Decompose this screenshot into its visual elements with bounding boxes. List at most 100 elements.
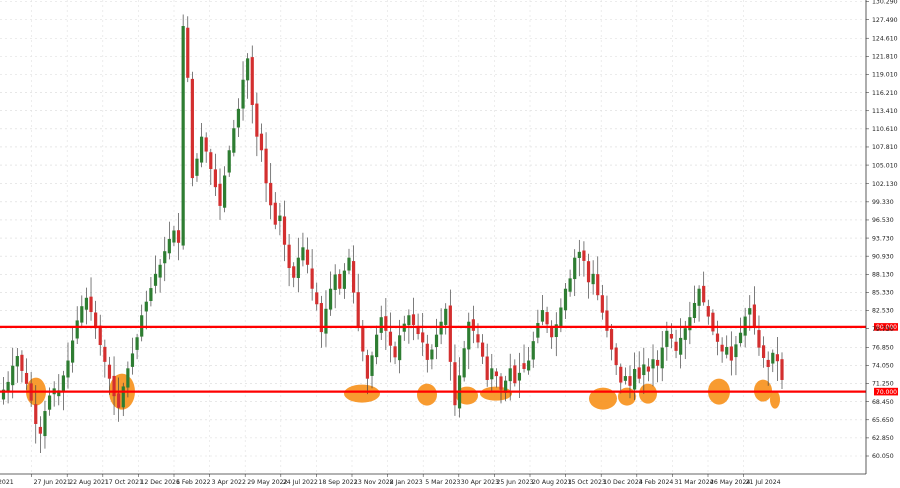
x-tick-label: 20 Aug 2023	[532, 479, 572, 486]
level-price-label: 80.000	[876, 324, 897, 331]
candle-body	[591, 273, 595, 285]
x-tick-label: 21 Jul 2024	[746, 479, 781, 486]
level-price-tag	[874, 387, 898, 396]
candle-body	[296, 257, 300, 278]
candle-body	[130, 353, 135, 367]
candle-body	[158, 264, 162, 278]
candle-body	[421, 332, 425, 343]
candle-body	[407, 315, 411, 326]
candle-body	[333, 274, 337, 290]
x-tick-label: 2021	[0, 479, 14, 486]
candle-body	[651, 359, 655, 369]
candle-body	[490, 368, 494, 380]
candle-body	[586, 261, 591, 283]
candle-body	[356, 292, 360, 327]
y-tick-label: 68.450	[872, 399, 894, 406]
y-tick-label: 62.850	[872, 435, 894, 442]
candle-body	[646, 366, 651, 372]
candle-body	[697, 288, 701, 306]
candle-body	[517, 372, 522, 381]
candle-body	[6, 381, 10, 392]
candle-body	[89, 296, 93, 313]
candle-body	[480, 342, 485, 357]
candle-body	[112, 375, 116, 397]
candle-body	[513, 365, 517, 384]
candle-body	[508, 368, 512, 382]
candle-body	[780, 359, 784, 380]
candle-body	[527, 360, 531, 371]
candle-body	[172, 230, 176, 243]
candle-body	[319, 303, 323, 333]
candle-body	[752, 304, 756, 328]
candle-body	[241, 79, 245, 109]
candle-body	[425, 343, 429, 360]
candle-body	[282, 216, 287, 245]
candle-body	[628, 376, 632, 386]
candle-body	[605, 310, 609, 331]
candle-body	[720, 344, 724, 352]
candle-body	[568, 278, 572, 292]
candle-body	[218, 183, 222, 206]
x-tick-label: 18 Sep 2022	[318, 479, 357, 486]
candle-body	[84, 297, 89, 310]
candle-body	[181, 26, 185, 246]
candle-body	[467, 321, 471, 350]
candle-body	[379, 317, 383, 333]
x-tick-label: 17 Oct 2021	[105, 479, 143, 486]
candle-body	[61, 375, 65, 392]
candle-body	[370, 355, 374, 376]
x-tick-label: 5 Mar 2023	[425, 479, 460, 486]
candle-body	[250, 57, 254, 105]
candle-body	[66, 360, 70, 378]
x-tick-label: 15 Oct 2023	[568, 479, 606, 486]
candle-body	[499, 376, 503, 390]
candle-body	[757, 330, 761, 348]
candle-body	[153, 273, 158, 286]
candle-body	[683, 328, 687, 340]
x-tick-label: 8 Jan 2023	[390, 479, 423, 486]
x-tick-label: 31 Mar 2024	[674, 479, 713, 486]
candle-body	[642, 364, 646, 376]
x-tick-label: 22 Aug 2021	[69, 479, 109, 486]
candle-body	[227, 150, 231, 173]
candle-body	[167, 238, 171, 254]
candle-body	[121, 386, 125, 408]
candle-body	[674, 341, 678, 351]
y-tick-label: 79.730	[872, 326, 894, 333]
candle-body	[236, 108, 241, 128]
candle-body	[596, 274, 600, 296]
candle-body	[259, 133, 264, 151]
support-touch-highlight	[589, 387, 617, 410]
candle-body	[269, 182, 273, 206]
candle-body	[439, 321, 443, 335]
x-tick-label: 25 Jun 2023	[496, 479, 533, 486]
candle-body	[287, 244, 291, 269]
candle-body	[43, 411, 47, 437]
candle-body	[310, 268, 314, 289]
candle-body	[38, 426, 42, 434]
y-tick-label: 107.810	[872, 144, 898, 151]
candle-body	[144, 301, 148, 312]
candle-body	[485, 356, 489, 380]
x-tick-label: 6 Feb 2022	[176, 479, 211, 486]
y-tick-label: 121.810	[872, 54, 898, 61]
candle-body	[190, 78, 194, 179]
candle-body	[195, 158, 199, 176]
candle-body	[637, 367, 641, 379]
y-tick-label: 102.130	[872, 181, 898, 188]
x-tick-label: 30 Apr 2023	[461, 479, 499, 486]
y-tick-label: 85.330	[872, 290, 894, 297]
candle-body	[434, 334, 439, 348]
candle-body	[734, 344, 738, 358]
y-tick-label: 113.410	[872, 108, 898, 115]
candle-body	[393, 346, 397, 358]
candle-body	[766, 359, 770, 368]
horizontal-levels: 80.000 70.000	[0, 323, 898, 396]
candle-body	[462, 348, 466, 378]
candle-body	[117, 393, 121, 408]
candle-body	[232, 128, 236, 153]
x-tick-label: 29 May 2022	[247, 479, 287, 486]
